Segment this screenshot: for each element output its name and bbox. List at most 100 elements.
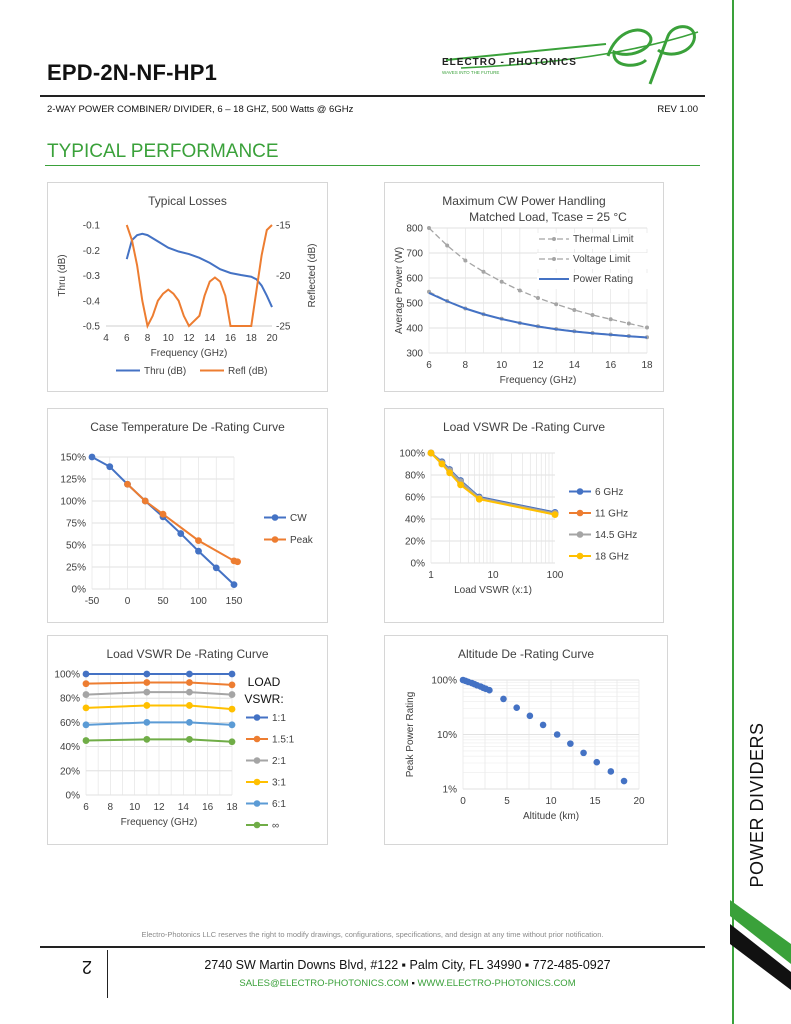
y-axis-label: Peak Power Rating <box>405 692 416 778</box>
x-tick-label: 16 <box>202 802 214 813</box>
logo-tagline: WAVES INTO THE FUTURE <box>442 70 499 75</box>
data-point <box>82 704 90 712</box>
legend-label: Voltage Limit <box>573 254 630 265</box>
x-tick-label: 6 <box>124 333 130 344</box>
legend-marker <box>576 509 584 517</box>
y-tick-label: 40% <box>405 515 425 526</box>
data-point <box>143 688 151 696</box>
x-tick-label: 18 <box>246 333 258 344</box>
data-point <box>143 735 151 743</box>
contact-line: SALES@ELECTRO-PHOTONICS.COM ▪ WWW.ELECTR… <box>110 978 705 989</box>
data-point <box>106 463 114 471</box>
legend-marker <box>576 531 584 538</box>
x-tick-label: 100 <box>190 596 207 607</box>
y-tick-label: 800 <box>406 224 423 235</box>
data-point <box>446 469 454 477</box>
x-tick-label: 5 <box>504 796 510 807</box>
email-link[interactable]: SALES@ELECTRO-PHOTONICS.COM <box>239 978 409 989</box>
data-point <box>159 510 167 518</box>
data-point <box>195 537 202 544</box>
series-line-1 <box>85 681 233 686</box>
data-point <box>230 581 238 588</box>
y-tick-label: 400 <box>406 324 423 335</box>
section-title: TYPICAL PERFORMANCE <box>47 141 279 162</box>
contact-separator: ▪ <box>411 978 415 989</box>
y-tick-label: -0.4 <box>83 296 101 307</box>
legend-label: Thru (dB) <box>144 366 186 377</box>
legend-marker <box>253 800 261 807</box>
section-rule <box>45 165 700 166</box>
data-point <box>186 702 193 709</box>
legend-marker <box>576 488 584 495</box>
logo-text: ELECTRO - PHOTONICS <box>442 57 577 68</box>
x-tick-label: 10 <box>129 802 141 813</box>
data-point <box>186 719 193 726</box>
data-point <box>143 702 151 709</box>
header-rule <box>40 95 705 97</box>
chart-title: Case Temperature De -Rating Curve <box>90 420 285 434</box>
data-point <box>124 480 131 488</box>
y-tick-label: 150% <box>60 453 86 464</box>
series-line-0 <box>125 232 273 308</box>
legend-label: 11 GHz <box>595 509 628 520</box>
data-point <box>463 258 468 263</box>
data-point <box>590 313 595 317</box>
data-point <box>228 681 236 689</box>
x-tick-label: 14 <box>204 333 216 344</box>
data-point <box>551 511 559 518</box>
chart-title: Typical Losses <box>148 194 227 208</box>
x-tick-label: 6 <box>426 360 432 371</box>
data-point <box>143 670 151 678</box>
data-point <box>141 497 149 505</box>
legend-marker <box>271 536 279 543</box>
data-point <box>82 737 90 744</box>
y2-tick-label: -25 <box>276 322 291 333</box>
page-number: 2 <box>82 957 93 977</box>
x-tick-label: 10 <box>487 570 499 581</box>
y-tick-label: 50% <box>66 541 86 552</box>
data-point <box>88 453 96 461</box>
x-tick-label: 8 <box>463 360 469 371</box>
y-tick-label: 0% <box>66 791 81 802</box>
corner-stripes-decoration <box>730 900 791 990</box>
series-line-1 <box>125 224 273 329</box>
legend-label: 18 GHz <box>595 552 629 563</box>
legend-label: Refl (dB) <box>228 366 267 377</box>
y-tick-label: 80% <box>405 471 425 482</box>
legend-label: 6 GHz <box>595 487 623 498</box>
y-tick-label: 25% <box>66 563 86 574</box>
x-tick-label: 18 <box>226 802 238 813</box>
x-tick-label: 16 <box>225 333 237 344</box>
legend-label: Power Rating <box>573 274 633 285</box>
x-axis-label: Load VSWR (x:1) <box>454 585 532 596</box>
data-point <box>620 777 628 785</box>
revision-label: REV 1.00 <box>657 104 698 115</box>
y-tick-label: 600 <box>406 274 423 285</box>
y-tick-label: 20% <box>405 537 425 548</box>
legend-marker <box>253 757 261 764</box>
x-tick-label: 12 <box>532 360 544 371</box>
x-tick-label: 50 <box>157 596 169 607</box>
website-link[interactable]: WWW.ELECTRO-PHOTONICS.COM <box>417 978 576 989</box>
data-point <box>177 530 185 537</box>
data-point <box>645 325 649 330</box>
chart-load-vswr-log: Load VSWR De -Rating Curve 1 10 100 0% 20% 40%… <box>384 408 664 623</box>
legend-label: 1:1 <box>272 713 286 724</box>
x-tick-label: 18 <box>641 360 653 371</box>
company-logo: ELECTRO - PHOTONICS WAVES INTO THE FUTUR… <box>442 25 699 85</box>
footer-divider <box>107 950 108 998</box>
legend-label: ∞ <box>272 821 279 832</box>
legend-marker <box>253 714 261 721</box>
x-tick-label: -50 <box>85 596 100 607</box>
legend-marker <box>253 735 261 743</box>
data-point <box>536 296 540 300</box>
series-line-2 <box>85 691 233 696</box>
x-axis-label: Frequency (GHz) <box>151 348 228 359</box>
data-point <box>143 679 151 686</box>
data-point <box>228 670 236 678</box>
x-tick-label: 15 <box>589 796 601 807</box>
y-tick-label: 1% <box>443 785 458 796</box>
y-tick-label: -0.2 <box>83 246 101 257</box>
legend-label: 1.5:1 <box>272 735 295 746</box>
x-tick-label: 14 <box>569 360 581 371</box>
